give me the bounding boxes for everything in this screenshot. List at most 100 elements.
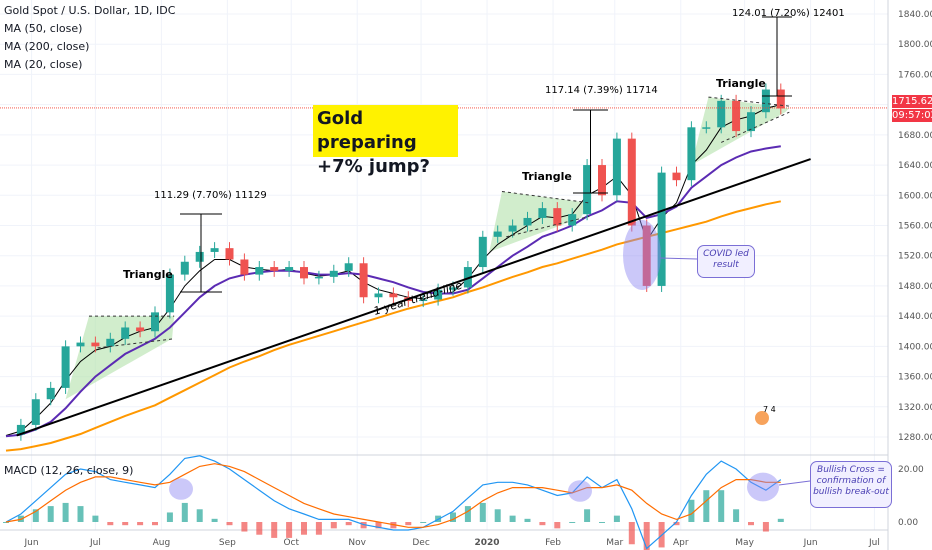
macd-histogram-bar bbox=[345, 522, 352, 526]
y-tick-label: 1600.00 bbox=[898, 191, 932, 201]
x-tick-label: Feb bbox=[545, 538, 561, 548]
macd-circle-1 bbox=[169, 478, 193, 500]
bullish-note: Bullish Cross = confirmation of bullish … bbox=[810, 461, 892, 508]
triangle-1-lower bbox=[97, 338, 175, 349]
candle-body bbox=[359, 263, 368, 298]
macd-histogram-bar bbox=[286, 522, 293, 538]
x-tick-label: May bbox=[735, 538, 754, 548]
y-tick-label: 1640.00 bbox=[898, 161, 932, 171]
candle-body bbox=[717, 100, 726, 128]
y-tick-label: 1800.00 bbox=[898, 40, 932, 50]
legend-title: Gold Spot / U.S. Dollar, 1D, IDC bbox=[4, 4, 176, 17]
macd-histogram-bar bbox=[330, 522, 337, 529]
legend-ma200: MA (200, close) bbox=[4, 40, 90, 53]
macd-histogram-bar bbox=[256, 522, 263, 535]
y-tick-label: 1560.00 bbox=[898, 222, 932, 232]
candle-body bbox=[478, 236, 487, 268]
triangle-3-upper bbox=[708, 96, 790, 107]
macd-histogram-bar bbox=[166, 512, 173, 522]
macd-histogram-bar bbox=[92, 515, 99, 522]
candle-body bbox=[195, 251, 204, 262]
candle-body bbox=[46, 387, 55, 400]
headline-box: Gold preparing +7% jump? bbox=[313, 105, 458, 177]
candle-body bbox=[776, 89, 785, 109]
macd-histogram-bar bbox=[748, 522, 754, 526]
y-tick-label: 1480.00 bbox=[898, 282, 932, 292]
macd-histogram-bar bbox=[62, 502, 69, 522]
candle-body bbox=[553, 208, 562, 226]
y-tick-label: 1400.00 bbox=[898, 342, 932, 352]
macd-histogram-bar bbox=[613, 515, 620, 522]
bullish-note-line3: bullish break-out bbox=[813, 487, 889, 497]
bullish-pointer bbox=[778, 480, 811, 486]
x-tick-label: Apr bbox=[673, 538, 689, 548]
triangle-2-upper bbox=[501, 191, 590, 204]
y-tick-label: 1760.00 bbox=[898, 70, 932, 80]
x-tick-label: Sep bbox=[219, 538, 236, 548]
candle-body bbox=[121, 327, 130, 339]
y-tick-label: 1520.00 bbox=[898, 252, 932, 262]
x-tick-label: Jun bbox=[24, 538, 39, 548]
macd-histogram-bar bbox=[569, 522, 576, 523]
macd-histogram-bar bbox=[152, 522, 158, 526]
candle-body bbox=[657, 172, 666, 286]
bullish-note-line1: Bullish Cross = bbox=[817, 465, 885, 475]
x-tick-label: 2020 bbox=[475, 538, 500, 548]
macd-histogram-bar bbox=[584, 509, 591, 522]
candle-body bbox=[255, 267, 264, 275]
macd-histogram-bar bbox=[107, 522, 114, 526]
headline-line2: +7% jump? bbox=[317, 156, 430, 177]
macd-histogram-bar bbox=[405, 522, 412, 526]
covid-note-line1: COVID led bbox=[703, 249, 749, 259]
candle-body bbox=[240, 259, 249, 275]
macd-histogram-bar bbox=[315, 522, 322, 535]
macd-histogram-bar bbox=[420, 522, 427, 523]
macd-histogram-bar bbox=[628, 522, 635, 545]
macd-histogram-bar bbox=[599, 522, 605, 523]
candle-body bbox=[627, 138, 636, 226]
x-tick-label: Aug bbox=[153, 538, 171, 548]
candle-body bbox=[106, 338, 115, 347]
candle-body bbox=[568, 214, 577, 226]
macd-histogram-bar bbox=[181, 502, 188, 522]
macd-histogram-bar bbox=[226, 522, 233, 526]
candle-body bbox=[225, 248, 234, 260]
annotations: 1 year trend-lineTriangleTriangleTriangl… bbox=[0, 8, 888, 437]
covid-pointer bbox=[659, 257, 698, 260]
candle-body bbox=[61, 346, 70, 388]
macd-histogram-bar bbox=[554, 522, 561, 529]
x-tick-label: Dec bbox=[412, 538, 429, 548]
y-tick-label: 1440.00 bbox=[898, 312, 932, 322]
triangle-2-lower bbox=[506, 215, 590, 238]
measure-3-label: 124.01 (7.20%) 12401 bbox=[732, 8, 845, 19]
macd-histogram-bar bbox=[196, 509, 203, 522]
x-tick-label: Oct bbox=[283, 538, 299, 548]
macd-title: MACD (12, 26, close, 9) bbox=[4, 464, 134, 477]
macd-histogram-bar bbox=[47, 506, 54, 522]
candle-body bbox=[463, 267, 472, 288]
macd-histogram-bar bbox=[375, 522, 382, 529]
macd-histogram-bar bbox=[479, 502, 486, 522]
y-tick-label: 1320.00 bbox=[898, 403, 932, 413]
macd-histogram-bar bbox=[777, 518, 784, 522]
macd-circle-2 bbox=[568, 480, 592, 502]
y-tick-label: 1680.00 bbox=[898, 131, 932, 141]
macd-histogram-bar bbox=[524, 518, 531, 522]
candle-body bbox=[449, 287, 457, 290]
candle-body bbox=[598, 165, 606, 196]
candle-body bbox=[702, 127, 711, 129]
candle-body bbox=[374, 293, 383, 298]
candle-body bbox=[732, 100, 741, 132]
headline-line1: Gold preparing bbox=[317, 108, 417, 153]
macd-histogram-bar bbox=[137, 522, 144, 526]
candle-body bbox=[672, 172, 681, 181]
candles bbox=[16, 83, 785, 441]
candle-body bbox=[389, 293, 398, 298]
macd-histogram-bar bbox=[539, 522, 546, 526]
macd-circle-3 bbox=[747, 472, 779, 502]
macd-histogram-bar bbox=[762, 522, 769, 532]
candle-body bbox=[747, 112, 755, 132]
candle-body bbox=[300, 267, 308, 279]
